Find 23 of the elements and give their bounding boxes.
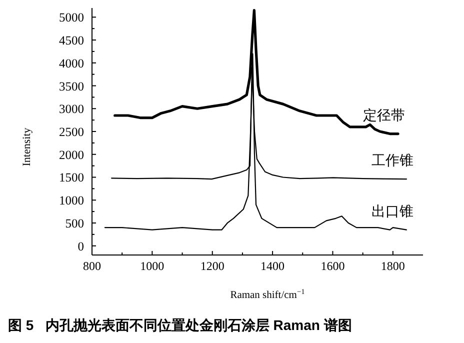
- series-label: 定径带: [363, 106, 406, 123]
- x-tick-label: 1400: [260, 259, 285, 273]
- x-axis-title: Raman shift/cm$^{−1}$: [230, 286, 306, 301]
- y-tick-label: 3000: [59, 102, 84, 116]
- y-tick-label: 5000: [59, 10, 84, 25]
- x-tick-label: 1000: [140, 259, 164, 273]
- y-tick-label: 2500: [59, 125, 84, 139]
- y-tick-label: 2000: [59, 148, 84, 162]
- y-tick-label: 1000: [59, 194, 84, 208]
- text: 图 5 内孔抛光表面不同位置处金刚石涂层 Raman 谱图: [8, 317, 352, 333]
- y-tick-label: 0: [78, 239, 84, 254]
- y-tick-label: 3500: [59, 79, 84, 94]
- y-tick-label: 1500: [59, 170, 84, 185]
- x-tick-label: 1600: [320, 259, 345, 273]
- x-tick-label: 1800: [380, 259, 405, 273]
- series-label: 工作锥: [371, 152, 414, 168]
- y-axis-title: Intensity: [21, 127, 33, 166]
- series-label: 出口锥: [371, 202, 414, 219]
- y-tick-label: 500: [65, 216, 84, 230]
- x-tick-label: 1200: [200, 259, 224, 273]
- y-tick-label: 4500: [59, 34, 84, 48]
- y-tick-label: 4000: [59, 56, 84, 70]
- x-tick-label: 800: [83, 259, 101, 273]
